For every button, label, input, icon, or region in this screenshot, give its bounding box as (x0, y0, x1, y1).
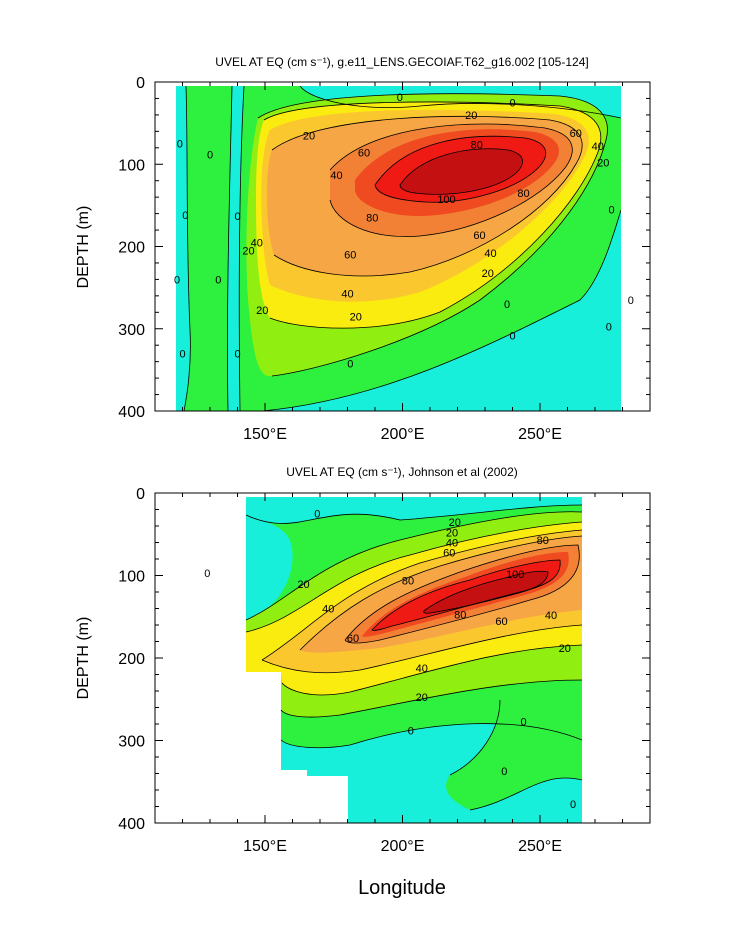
panel-model: UVEL AT EQ (cm s⁻¹), g.e11_LENS.GECOIAF.… (75, 55, 651, 443)
y-tick-label-model: 300 (118, 322, 145, 339)
x-tick-label-observations: 150°E (243, 838, 287, 855)
contour-label-model: 20 (303, 130, 315, 142)
contour-label-observations: 80 (402, 575, 414, 587)
contour-label-model: 0 (608, 204, 614, 216)
region-negative-deep (262, 210, 621, 411)
ylabel-model: DEPTH (m) (75, 206, 92, 289)
contour-label-model: 60 (344, 250, 356, 262)
contour-label-model: 20 (256, 305, 268, 317)
x-tick-label-model: 150°E (243, 426, 287, 443)
y-tick-label-observations: 100 (118, 569, 145, 586)
contour-label-model: 0 (234, 211, 240, 223)
contour-label-observations: 60 (347, 633, 359, 645)
contour-fill-model (155, 82, 650, 411)
contour-label-model: 0 (182, 210, 188, 222)
panel-title-observations: UVEL AT EQ (cm s⁻¹), Johnson et al (2002… (286, 465, 518, 479)
contour-label-model: 0 (215, 274, 221, 286)
contour-label-model: 40 (341, 288, 353, 300)
contour-label-model: 0 (207, 149, 213, 161)
y-tick-label-model: 0 (136, 75, 145, 92)
contour-label-model: 40 (484, 248, 496, 260)
contour-label-observations: 40 (545, 610, 557, 622)
contour-label-observations: 80 (454, 609, 466, 621)
contour-label-model: 0 (509, 330, 515, 342)
contour-fill-observations (245, 497, 583, 823)
obs-region-0-deep (446, 700, 582, 810)
y-tick-label-observations: 200 (118, 651, 145, 668)
contour-label-observations: 20 (297, 579, 309, 591)
contour-label-observations: 40 (322, 604, 334, 616)
y-tick-label-model: 100 (118, 157, 145, 174)
contour-label-observations: 0 (570, 799, 576, 811)
obs-region-100 (423, 571, 548, 614)
contour-label-observations: 80 (537, 535, 549, 547)
contour-label-model: 100 (437, 194, 455, 206)
contour-label-observations: 20 (446, 528, 458, 540)
contour-label-model: 20 (597, 158, 609, 170)
contour-label-observations: 100 (506, 569, 524, 581)
contour-label-model: 60 (473, 230, 485, 242)
contour-label-observations: 20 (449, 517, 461, 529)
contour-label-model: 80 (471, 140, 483, 152)
contour-label-model: 0 (347, 358, 353, 370)
y-tick-label-observations: 0 (136, 486, 145, 503)
contour-label-model: 40 (330, 170, 342, 182)
contour-label-observations: 60 (495, 616, 507, 628)
ylabel-observations: DEPTH (m) (75, 617, 92, 700)
contour-label-model: 0 (509, 98, 515, 110)
contour-label-model: 0 (397, 92, 403, 104)
contour-label-observations: 0 (520, 717, 526, 729)
contour-label-model: 20 (350, 311, 362, 323)
panel-title-model: UVEL AT EQ (cm s⁻¹), g.e11_LENS.GECOIAF.… (215, 55, 588, 69)
contour-label-observations: 60 (443, 547, 455, 559)
contour-label-model: 0 (628, 295, 634, 307)
contour-label-observations: 20 (559, 643, 571, 655)
y-tick-label-observations: 400 (118, 816, 145, 833)
y-tick-label-model: 400 (118, 404, 145, 421)
contour-label-model: 0 (177, 139, 183, 151)
contour-label-observations: 0 (408, 726, 414, 738)
contour-label-model: 0 (179, 348, 185, 360)
x-tick-label-observations: 200°E (381, 838, 425, 855)
contour-label-model: 0 (504, 299, 510, 311)
panel-observations: UVEL AT EQ (cm s⁻¹), Johnson et al (2002… (75, 465, 651, 899)
contour-label-model: 60 (570, 128, 582, 140)
contour-label-observations: 40 (446, 538, 458, 550)
x-tick-label-model: 250°E (518, 426, 562, 443)
contour-label-model: 80 (517, 188, 529, 200)
contour-label-model: 20 (242, 246, 254, 258)
xlabel-longitude: Longitude (358, 877, 446, 899)
y-tick-label-observations: 300 (118, 734, 145, 751)
y-tick-label-model: 200 (118, 240, 145, 257)
contour-label-model: 40 (592, 141, 604, 153)
contour-label-observations: 0 (204, 568, 210, 580)
x-tick-label-model: 200°E (381, 426, 425, 443)
contour-label-observations: 40 (416, 663, 428, 675)
contour-label-observations: 0 (314, 509, 320, 521)
contour-label-model: 20 (482, 268, 494, 280)
x-tick-label-observations: 250°E (518, 838, 562, 855)
contour-label-model: 0 (606, 321, 612, 333)
region-100 (400, 148, 523, 195)
contour-label-model: 0 (234, 348, 240, 360)
contour-label-model: 40 (251, 237, 263, 249)
region-negative-west2 (227, 86, 244, 411)
contour-label-model: 60 (358, 148, 370, 160)
contour-label-model: 80 (366, 213, 378, 225)
contour-label-model: 0 (174, 274, 180, 286)
contour-label-model: 20 (465, 110, 477, 122)
contour-label-observations: 20 (416, 692, 428, 704)
contour-label-observations: 0 (501, 766, 507, 778)
